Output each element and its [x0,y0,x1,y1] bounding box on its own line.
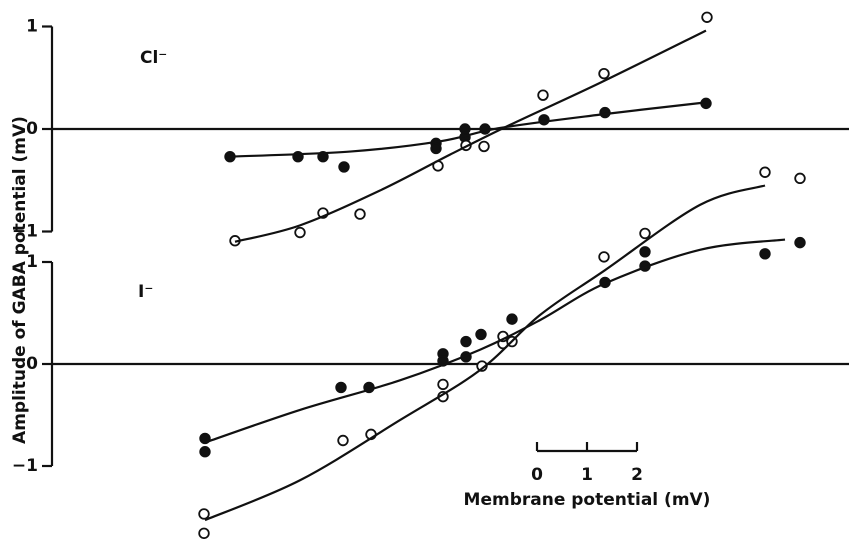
open-point [294,226,306,239]
filled-point [460,335,472,348]
y-tick-label: 1 [26,252,38,272]
y-tick-label: 0 [26,119,38,139]
open-point [701,11,713,23]
y-axis-label: Amplitude of GABA potential (mV) [10,116,30,444]
filled-point [335,381,347,394]
fit-curve [234,29,707,243]
fit-curve [204,238,786,444]
y-tick-label: −1 [12,222,38,242]
open-point [759,166,771,178]
panel-label: I⁻ [138,282,153,302]
open-point [198,527,210,539]
y-tick-label: 0 [26,354,38,374]
y-tick-label: 1 [26,17,38,37]
open-point [598,67,610,80]
filled-point [338,161,350,173]
filled-point [430,142,442,155]
open-point [794,172,806,185]
open-point [437,378,449,391]
filled-point [199,446,211,458]
open-point [354,208,366,220]
panel-label: Cl⁻ [140,48,167,68]
open-point [537,89,549,101]
x-tick-label: 2 [631,465,643,485]
x-tick-label: 0 [531,465,543,485]
fit-curve [204,184,766,522]
open-point [198,508,210,520]
open-point [337,434,349,447]
open-point [598,251,610,263]
open-point [478,140,490,153]
filled-point [794,236,806,249]
filled-point [475,328,487,341]
fit-curve [229,101,707,158]
y-tick-label: −1 [12,456,38,476]
filled-point [759,248,771,260]
x-tick-label: 1 [581,465,593,485]
filled-point [506,313,518,325]
open-point [639,227,651,240]
x-axis-label: Membrane potential (mV) [464,490,711,510]
filled-point [639,246,651,258]
